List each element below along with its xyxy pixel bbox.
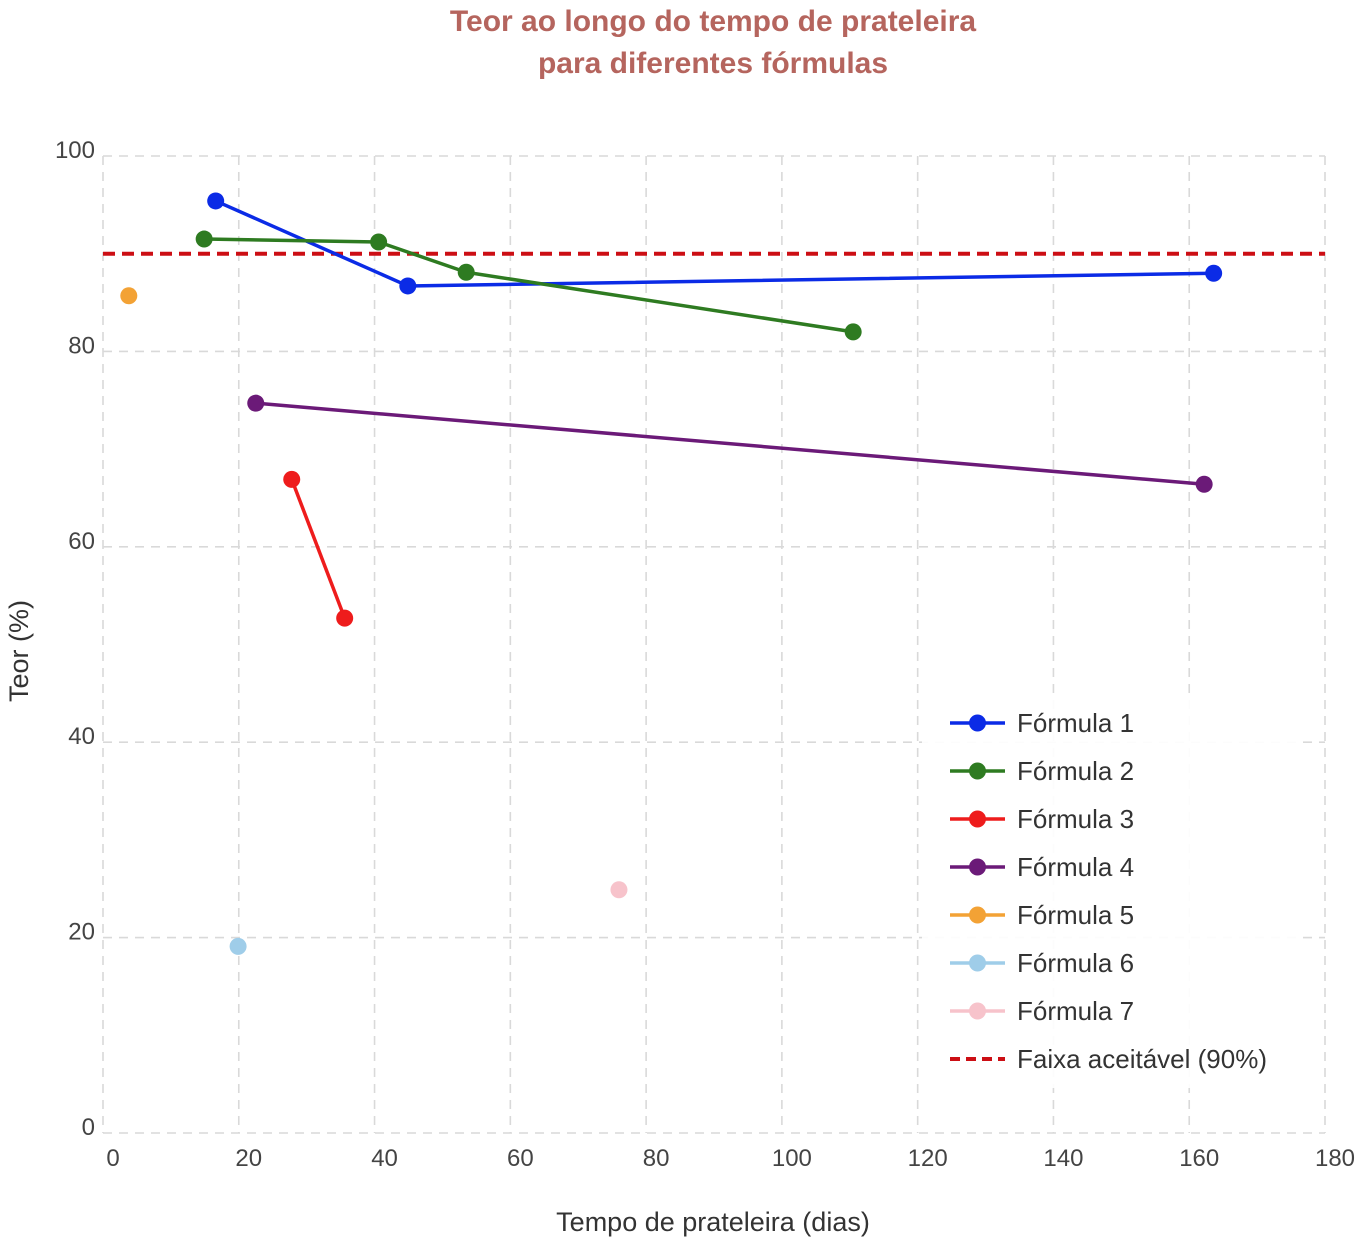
data-point — [229, 937, 247, 955]
data-point — [1195, 475, 1213, 493]
legend-label: Fórmula 3 — [1017, 804, 1134, 834]
legend-swatch-marker — [969, 954, 986, 972]
legend-entry: Faixa aceitável (90%) — [950, 1044, 1267, 1074]
legend-label: Fórmula 4 — [1017, 852, 1134, 882]
legend-label: Faixa aceitável (90%) — [1017, 1044, 1267, 1074]
series-layer — [120, 192, 1223, 955]
data-point — [610, 881, 628, 899]
data-point — [336, 609, 354, 627]
legend-label: Fórmula 6 — [1017, 948, 1134, 978]
x-tick-label: 120 — [908, 1145, 948, 1172]
legend-swatch-marker — [969, 1002, 986, 1020]
legend-entry: Fórmula 4 — [950, 852, 1134, 882]
legend-entry: Fórmula 3 — [950, 804, 1134, 834]
legend-label: Fórmula 2 — [1017, 756, 1134, 786]
series-formula-7 — [610, 881, 628, 899]
data-point — [370, 233, 388, 251]
legend-swatch-marker — [969, 858, 986, 876]
series-formula-3 — [283, 470, 354, 627]
y-tick-label: 60 — [68, 528, 95, 555]
legend-entry: Fórmula 1 — [950, 708, 1134, 738]
legend-background — [922, 698, 1300, 1088]
data-point — [120, 287, 138, 305]
legend-swatch-marker — [969, 810, 986, 828]
x-tick-label: 0 — [106, 1145, 119, 1172]
x-tick-label: 100 — [772, 1145, 812, 1172]
x-tick-label: 40 — [371, 1145, 398, 1172]
y-tick-label: 40 — [68, 723, 95, 750]
x-tick-label: 180 — [1315, 1145, 1355, 1172]
legend-swatch-marker — [969, 906, 986, 924]
y-tick-label: 80 — [68, 332, 95, 359]
tick-labels: 0 20 40 60 80 100 120 140 160 180 0 20 40 60 80 100 — [55, 137, 1355, 1172]
x-tick-label: 160 — [1179, 1145, 1219, 1172]
data-point — [399, 277, 417, 295]
legend-label: Fórmula 1 — [1017, 708, 1134, 738]
legend-entry: Fórmula 6 — [950, 948, 1134, 978]
legend-label: Fórmula 7 — [1017, 996, 1134, 1026]
x-tick-label: 140 — [1043, 1145, 1083, 1172]
series-formula-4 — [247, 394, 1213, 493]
data-point — [457, 263, 475, 281]
y-tick-label: 20 — [68, 919, 95, 946]
legend-swatch-marker — [969, 714, 986, 732]
series-formula-2 — [195, 230, 862, 341]
legend: Fórmula 1 Fórmula 2 Fórmula 3 Fórmula 4 Fórm… — [922, 698, 1300, 1088]
legend-entry: Fórmula 5 — [950, 900, 1134, 930]
x-axis-label: Tempo de prateleira (dias) — [556, 1207, 870, 1237]
series-line — [255, 401, 1205, 487]
series-formula-1 — [207, 192, 1223, 295]
data-point — [844, 323, 862, 341]
legend-label: Fórmula 5 — [1017, 900, 1134, 930]
grid — [102, 155, 1326, 1134]
y-axis-label: Teor (%) — [4, 600, 34, 702]
series-formula-6 — [229, 937, 247, 955]
chart-title-line-1: Teor ao longo do tempo de prateleira — [450, 5, 976, 38]
series-line — [204, 237, 854, 334]
y-tick-label: 100 — [55, 137, 95, 164]
x-tick-label: 60 — [507, 1145, 534, 1172]
legend-entry: Fórmula 2 — [950, 756, 1134, 786]
series-line — [290, 478, 347, 619]
chart-title-line-2: para diferentes fórmulas — [538, 47, 888, 80]
data-point — [283, 470, 301, 488]
x-tick-label: 80 — [643, 1145, 670, 1172]
x-tick-label: 20 — [235, 1145, 262, 1172]
legend-entry: Fórmula 7 — [950, 996, 1134, 1026]
data-point — [1205, 264, 1223, 282]
data-point — [195, 230, 213, 248]
legend-swatch-marker — [969, 762, 986, 780]
y-tick-label: 0 — [82, 1114, 95, 1141]
series-formula-5 — [120, 287, 138, 305]
data-point — [207, 192, 225, 210]
data-point — [247, 394, 265, 412]
